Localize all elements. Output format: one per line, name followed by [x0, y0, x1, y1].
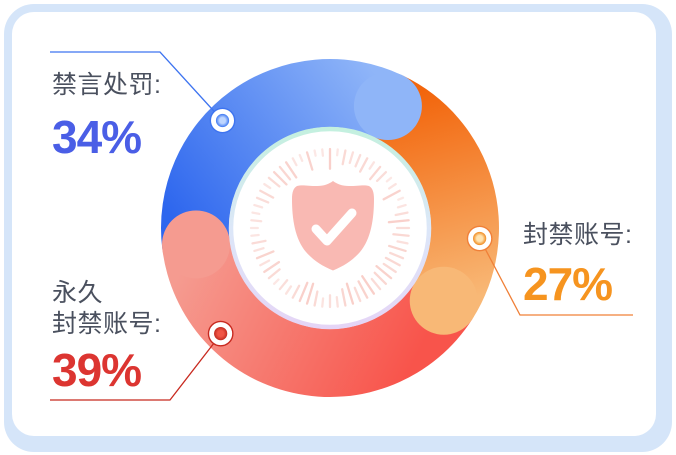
segment-value: 27%: [523, 258, 613, 310]
dial-tick: [335, 295, 339, 308]
dial-tick: [384, 256, 401, 267]
dial-tick: [291, 157, 298, 167]
callout-ban-account: 封禁账号: 27%: [523, 220, 632, 307]
callout-line-0: [50, 51, 223, 121]
donut-segment-1: [373, 75, 499, 320]
segment-value: 34%: [52, 111, 142, 163]
segment-label-line2: 封禁账号:: [52, 310, 162, 338]
callout-mute-penalty: 禁言处罚: 34%: [52, 70, 161, 160]
dial-tick: [385, 176, 393, 183]
dial-tick: [259, 259, 271, 267]
dial-tick: [396, 203, 407, 209]
segment-label-line1: 永久: [52, 279, 104, 307]
dial-tick: [250, 233, 260, 237]
dial-tick: [321, 297, 325, 308]
dial-tick: [259, 189, 275, 199]
dial-tick: [375, 170, 388, 183]
dial-tick: [255, 250, 275, 260]
dial-tick: [368, 165, 382, 181]
dial-tick: [313, 290, 319, 307]
dial-tick: [305, 282, 315, 305]
dial-tick: [284, 285, 293, 295]
dial-tick: [396, 240, 409, 245]
dial-tick: [341, 149, 347, 166]
dial-tick: [397, 196, 405, 201]
dial-tick: [382, 189, 401, 201]
dial-tick: [291, 284, 301, 299]
callout-line-1: [479, 238, 633, 316]
dial-tick: [370, 277, 382, 291]
dial-tick: [298, 281, 309, 303]
dial-tick: [387, 182, 397, 190]
dial-tick: [278, 165, 292, 181]
marker-dot-0: [215, 113, 230, 128]
shield-icon: [292, 181, 374, 271]
dial-tick: [388, 251, 405, 260]
dial-tick: [253, 203, 264, 209]
segment-label: 禁言处罚:: [52, 71, 162, 99]
dial-ticks: [249, 147, 411, 309]
dial-tick: [394, 211, 409, 217]
dial-tick: [336, 148, 339, 157]
segment-label: 封禁账号:: [523, 221, 633, 249]
callout-permanent-ban: 永久 封禁账号: 39%: [52, 278, 161, 393]
dial-tick: [353, 286, 362, 303]
dial-tick: [321, 148, 325, 157]
callout-line-2: [50, 333, 222, 401]
dial-tick: [357, 280, 369, 299]
dial-tick: [263, 260, 281, 274]
dial-tick: [354, 153, 362, 168]
dial-tick: [278, 279, 289, 291]
dial-tick: [250, 219, 263, 223]
check-icon: [311, 208, 357, 246]
dial-tick: [373, 271, 388, 286]
donut-cap-0: [353, 72, 422, 141]
donut-segment-2: [162, 240, 473, 398]
donut-cap-1: [409, 266, 478, 335]
dial-tick: [345, 282, 355, 305]
marker-dot-2: [214, 326, 228, 341]
dial-tick: [341, 288, 347, 307]
dial-tick: [272, 278, 280, 286]
marker-dot-1: [473, 231, 487, 246]
dial-tick: [305, 151, 314, 171]
dial-tick: [375, 265, 393, 280]
dial-tick: [251, 239, 267, 245]
dial-tick: [368, 161, 376, 170]
dial-tick: [387, 219, 410, 224]
donut-segment-0: [161, 58, 403, 249]
dial-tick: [284, 161, 298, 179]
dial-tick: [255, 196, 270, 204]
dial-tick: [298, 153, 304, 162]
segment-value: 39%: [52, 344, 142, 396]
dial-tick: [267, 176, 281, 188]
dial-tick: [388, 244, 407, 253]
dial-tick: [263, 182, 272, 190]
dial-tick: [267, 268, 281, 280]
dial-tick: [253, 247, 265, 253]
dial-tick: [272, 170, 288, 186]
dial-tick: [313, 149, 317, 157]
dial-tick: [251, 211, 261, 216]
dial-tick: [359, 157, 369, 173]
donut-cap-2: [162, 210, 231, 279]
dial-tick: [348, 151, 355, 165]
dial-tick: [382, 262, 397, 274]
dial-tick: [361, 275, 376, 295]
dial-tick: [392, 233, 410, 237]
